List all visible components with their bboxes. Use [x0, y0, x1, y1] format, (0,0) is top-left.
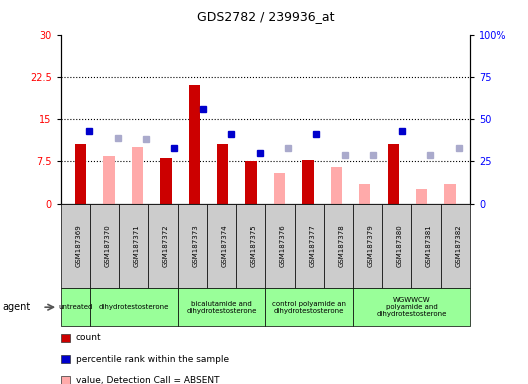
Text: GSM187375: GSM187375 [251, 224, 257, 267]
Bar [416, 189, 427, 204]
Bar [388, 144, 399, 204]
Text: GSM187371: GSM187371 [134, 224, 140, 267]
Text: value, Detection Call = ABSENT: value, Detection Call = ABSENT [76, 376, 219, 384]
Text: GSM187380: GSM187380 [397, 224, 403, 267]
Text: percentile rank within the sample: percentile rank within the sample [76, 354, 229, 364]
Text: count: count [76, 333, 101, 343]
Text: GSM187376: GSM187376 [280, 224, 286, 267]
Bar [132, 147, 143, 204]
Text: GSM187374: GSM187374 [221, 224, 228, 267]
Text: GSM187379: GSM187379 [367, 224, 374, 267]
Text: GSM187369: GSM187369 [76, 224, 81, 267]
Bar [160, 159, 172, 204]
Text: agent: agent [3, 302, 31, 312]
Bar [359, 184, 371, 204]
Text: untreated: untreated [58, 304, 92, 310]
Text: GDS2782 / 239936_at: GDS2782 / 239936_at [196, 10, 334, 23]
Text: GSM187370: GSM187370 [105, 224, 110, 267]
Text: bicalutamide and
dihydrotestosterone: bicalutamide and dihydrotestosterone [186, 301, 257, 314]
Text: control polyamide an
dihydrotestosterone: control polyamide an dihydrotestosterone [272, 301, 346, 314]
Text: GSM187382: GSM187382 [455, 224, 461, 267]
Bar [188, 85, 200, 204]
Text: dihydrotestosterone: dihydrotestosterone [99, 304, 169, 310]
Bar [246, 161, 257, 204]
Bar [103, 156, 115, 204]
Bar [217, 144, 229, 204]
Text: WGWWCW
polyamide and
dihydrotestosterone: WGWWCW polyamide and dihydrotestosterone [376, 297, 447, 317]
Text: GSM187381: GSM187381 [426, 224, 432, 267]
Bar [445, 184, 456, 204]
Text: GSM187373: GSM187373 [192, 224, 198, 267]
Text: GSM187377: GSM187377 [309, 224, 315, 267]
Bar [274, 172, 285, 204]
Bar [75, 144, 86, 204]
Text: GSM187378: GSM187378 [338, 224, 344, 267]
Bar [302, 160, 314, 204]
Text: GSM187372: GSM187372 [163, 224, 169, 267]
Bar [331, 167, 342, 204]
